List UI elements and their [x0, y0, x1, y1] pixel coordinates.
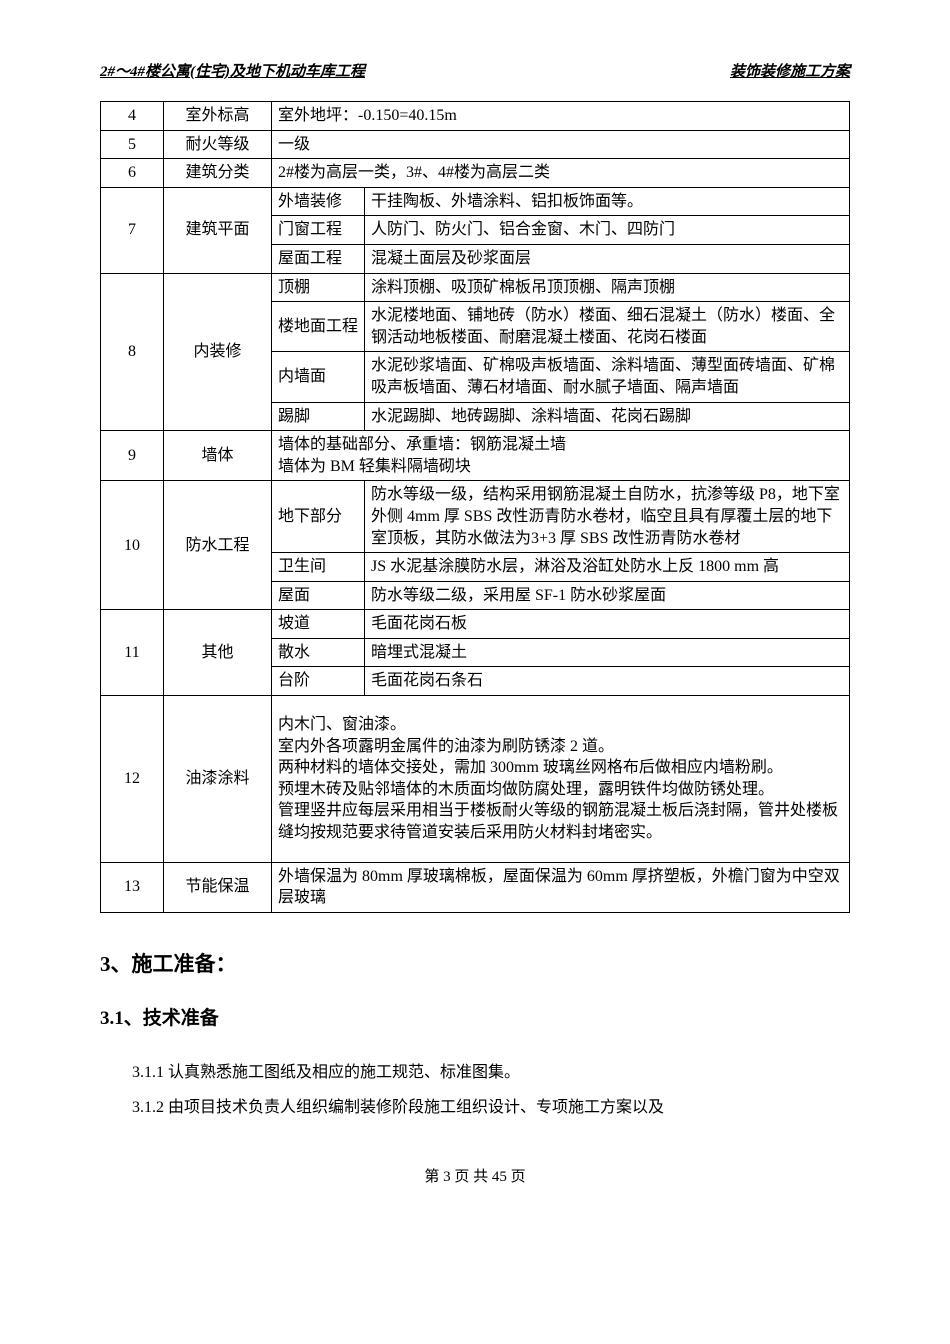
- table-row: 11 其他 坡道 毛面花岗石板: [101, 610, 850, 639]
- sub-content: 水泥楼地面、铺地砖（防水）楼面、细石混凝土（防水）楼面、全钢活动地板楼面、耐磨混…: [365, 302, 850, 352]
- sub-content: 防水等级二级，采用屋 SF-1 防水砂浆屋面: [365, 581, 850, 610]
- row-num: 11: [101, 610, 164, 696]
- table-row: 7 建筑平面 外墙装修 干挂陶板、外墙涂料、铝扣板饰面等。: [101, 187, 850, 216]
- paragraph-3-1-2: 3.1.2 由项目技术负责人组织编制装修阶段施工组织设计、专项施工方案以及: [100, 1090, 850, 1125]
- table-row: 12 油漆涂料 内木门、窗油漆。 室内外各项露明金属件的油漆为刷防锈漆 2 道。…: [101, 696, 850, 863]
- row-label: 建筑平面: [164, 187, 272, 273]
- sub-label: 楼地面工程: [272, 302, 365, 352]
- sub-content: 毛面花岗石板: [365, 610, 850, 639]
- row-num: 12: [101, 696, 164, 863]
- row-num: 6: [101, 159, 164, 188]
- row-label: 节能保温: [164, 862, 272, 912]
- sub-label: 踢脚: [272, 402, 365, 431]
- row-content: 内木门、窗油漆。 室内外各项露明金属件的油漆为刷防锈漆 2 道。 两种材料的墙体…: [272, 696, 850, 863]
- sub-label: 卫生间: [272, 553, 365, 582]
- table-row: 13 节能保温 外墙保温为 80mm 厚玻璃棉板，屋面保温为 60mm 厚挤塑板…: [101, 862, 850, 912]
- sub-content: 人防门、防火门、铝合金窗、木门、四防门: [365, 216, 850, 245]
- sub-label: 散水: [272, 638, 365, 667]
- sub-content: 水泥砂浆墙面、矿棉吸声板墙面、涂料墙面、薄型面砖墙面、矿棉吸声板墙面、薄石材墙面…: [365, 352, 850, 402]
- header-right: 装饰装修施工方案: [730, 60, 850, 81]
- sub-label: 门窗工程: [272, 216, 365, 245]
- row-num: 5: [101, 130, 164, 159]
- row-num: 10: [101, 481, 164, 610]
- row-label: 防水工程: [164, 481, 272, 610]
- table-row: 4 室外标高 室外地坪：-0.150=40.15m: [101, 102, 850, 131]
- row-content: 外墙保温为 80mm 厚玻璃棉板，屋面保温为 60mm 厚挤塑板，外檐门窗为中空…: [272, 862, 850, 912]
- row-label: 室外标高: [164, 102, 272, 131]
- sub-content: 干挂陶板、外墙涂料、铝扣板饰面等。: [365, 187, 850, 216]
- sub-label: 外墙装修: [272, 187, 365, 216]
- row-num: 4: [101, 102, 164, 131]
- row-label: 其他: [164, 610, 272, 696]
- row-label: 油漆涂料: [164, 696, 272, 863]
- row-num: 13: [101, 862, 164, 912]
- sub-content: JS 水泥基涂膜防水层，淋浴及浴缸处防水上反 1800 mm 高: [365, 553, 850, 582]
- table-row: 10 防水工程 地下部分 防水等级一级，结构采用钢筋混凝土自防水，抗渗等级 P8…: [101, 481, 850, 553]
- row-label: 耐火等级: [164, 130, 272, 159]
- row-label: 建筑分类: [164, 159, 272, 188]
- section-heading-3-1: 3.1、技术准备: [100, 1003, 850, 1030]
- sub-label: 内墙面: [272, 352, 365, 402]
- paragraph-3-1-1: 3.1.1 认真熟悉施工图纸及相应的施工规范、标准图集。: [100, 1055, 850, 1090]
- sub-label: 屋面: [272, 581, 365, 610]
- row-label: 内装修: [164, 273, 272, 431]
- table-row: 8 内装修 顶棚 涂料顶棚、吸顶矿棉板吊顶顶棚、隔声顶棚: [101, 273, 850, 302]
- row-num: 9: [101, 431, 164, 481]
- row-content: 墙体的基础部分、承重墙：钢筋混凝土墙 墙体为 BM 轻集料隔墙砌块: [272, 431, 850, 481]
- table-row: 9 墙体 墙体的基础部分、承重墙：钢筋混凝土墙 墙体为 BM 轻集料隔墙砌块: [101, 431, 850, 481]
- table-row: 5 耐火等级 一级: [101, 130, 850, 159]
- row-content: 一级: [272, 130, 850, 159]
- page-footer: 第 3 页 共 45 页: [100, 1165, 850, 1186]
- header-left: 2#～4#楼公寓(住宅)及地下机动车库工程: [100, 60, 365, 81]
- row-content: 2#楼为高层一类，3#、4#楼为高层二类: [272, 159, 850, 188]
- page-header: 2#～4#楼公寓(住宅)及地下机动车库工程 装饰装修施工方案: [100, 60, 850, 81]
- sub-label: 顶棚: [272, 273, 365, 302]
- row-num: 7: [101, 187, 164, 273]
- sub-content: 混凝土面层及砂浆面层: [365, 244, 850, 273]
- sub-content: 防水等级一级，结构采用钢筋混凝土自防水，抗渗等级 P8，地下室外侧 4mm 厚 …: [365, 481, 850, 553]
- sub-label: 屋面工程: [272, 244, 365, 273]
- row-content: 室外地坪：-0.150=40.15m: [272, 102, 850, 131]
- row-label: 墙体: [164, 431, 272, 481]
- spec-table: 4 室外标高 室外地坪：-0.150=40.15m 5 耐火等级 一级 6 建筑…: [100, 101, 850, 913]
- sub-content: 暗埋式混凝土: [365, 638, 850, 667]
- sub-content: 毛面花岗石条石: [365, 667, 850, 696]
- sub-content: 涂料顶棚、吸顶矿棉板吊顶顶棚、隔声顶棚: [365, 273, 850, 302]
- table-row: 6 建筑分类 2#楼为高层一类，3#、4#楼为高层二类: [101, 159, 850, 188]
- sub-content: 水泥踢脚、地砖踢脚、涂料墙面、花岗石踢脚: [365, 402, 850, 431]
- sub-label: 地下部分: [272, 481, 365, 553]
- sub-label: 坡道: [272, 610, 365, 639]
- section-heading-3: 3、施工准备：: [100, 948, 850, 978]
- sub-label: 台阶: [272, 667, 365, 696]
- row-num: 8: [101, 273, 164, 431]
